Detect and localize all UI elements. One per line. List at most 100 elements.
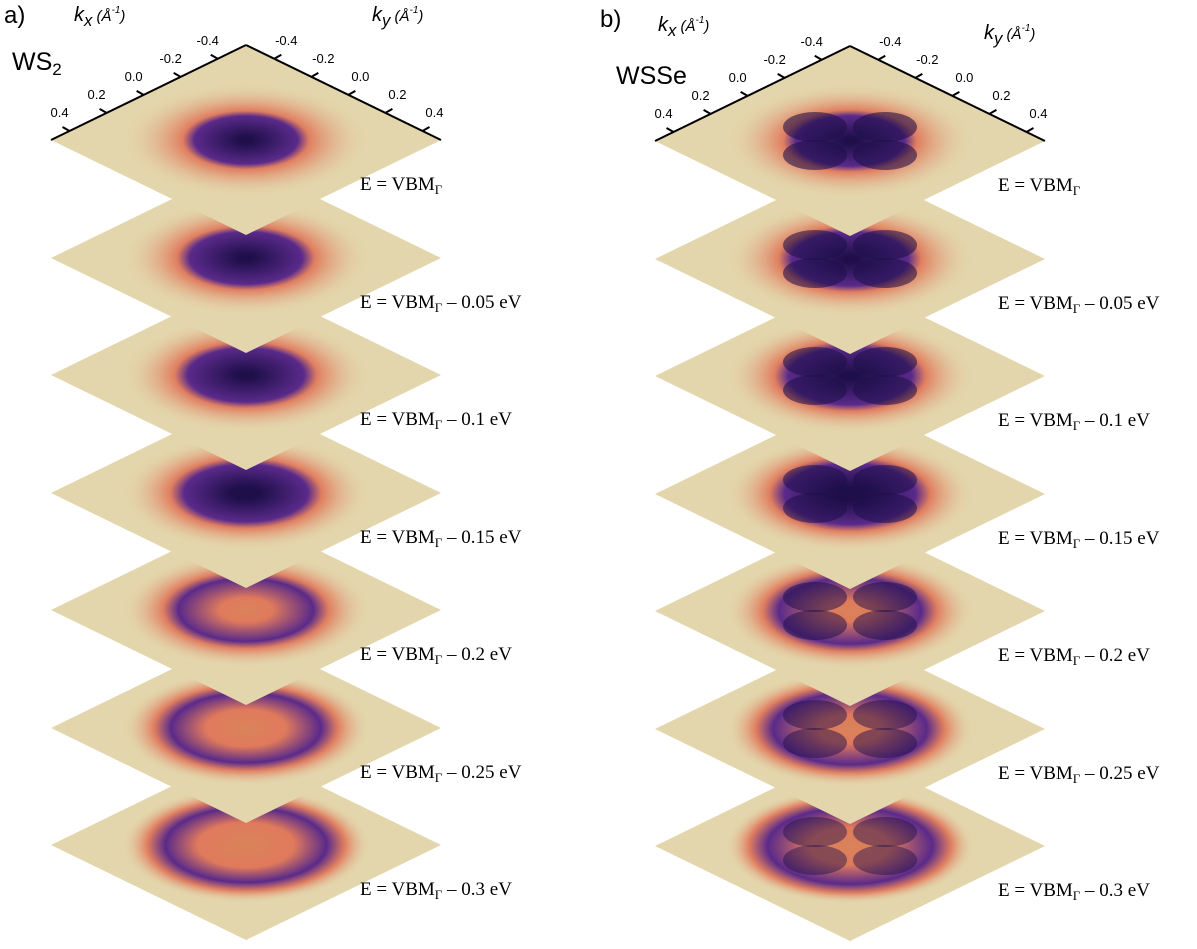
energy-label-prefix: E = VBM [998, 292, 1073, 314]
intensity-lobe [783, 610, 847, 640]
ky-tick-label: 0.4 [1029, 105, 1048, 121]
kx-tick-mark [777, 72, 786, 79]
energy-label-prefix: E = VBM [998, 762, 1073, 784]
kx-axis-label-unit: (Å-1) [92, 5, 126, 25]
energy-label-prefix: E = VBM [360, 291, 435, 313]
constant-energy-map-plane [51, 515, 441, 705]
ky-axis-line [245, 44, 442, 141]
ky-tick-mark [310, 71, 319, 78]
intensity-lobe [853, 817, 917, 847]
energy-label-subscript: Γ [1072, 300, 1081, 316]
intensity-distribution [725, 318, 975, 434]
kx-axis-label-unit: (Å-1) [676, 15, 710, 35]
kx-tick-label: -0.4 [800, 33, 823, 49]
energy-label: E = VBMΓ – 0.05 eV [998, 293, 1159, 317]
constant-energy-map-plane [51, 750, 441, 940]
intensity-lobe [783, 582, 847, 612]
intensity-lobe [853, 140, 917, 170]
energy-label-offset: – 0.05 eV [442, 291, 522, 313]
energy-label-offset: – 0.25 eV [1080, 762, 1160, 784]
energy-label: E = VBMΓ [360, 174, 442, 198]
ky-axis-label-symbol: k [984, 22, 994, 44]
ky-tick-label: -0.2 [312, 50, 335, 66]
intensity-distribution [121, 82, 371, 198]
intensity-lobe [783, 375, 847, 405]
intensity-lobe [783, 257, 847, 288]
kx-tick-label: -0.2 [763, 51, 786, 67]
kx-axis-line [50, 44, 247, 141]
intensity-lobe [853, 375, 917, 405]
ky-tick-mark [421, 126, 430, 132]
energy-label-prefix: E = VBM [998, 645, 1073, 666]
constant-energy-map-plane [655, 398, 1045, 589]
ky-tick-mark [384, 108, 393, 114]
energy-label-prefix: E = VBM [998, 527, 1073, 549]
energy-label-subscript: Γ [434, 299, 443, 315]
intensity-distribution [725, 83, 975, 199]
kx-tick-mark [740, 91, 749, 97]
energy-label: E = VBMΓ – 0.05 eV [360, 292, 521, 316]
intensity-distribution [725, 200, 975, 317]
kx-axis-label-unit-symbol: Å [685, 18, 696, 35]
intensity-distribution [121, 317, 371, 433]
kx-axis-label: kx (Å-1) [658, 14, 709, 41]
kx-tick-label: 0.4 [654, 105, 673, 121]
intensity-lobe [853, 582, 917, 612]
ky-axis-label: ky (Å-1) [372, 4, 423, 31]
kx-axis-label-subscript: x [668, 21, 677, 40]
ky-tick-mark [877, 54, 886, 61]
energy-label-subscript: Γ [434, 887, 443, 902]
intensity-lobe [783, 112, 847, 142]
energy-label-subscript: Γ [434, 652, 443, 667]
energy-label-subscript: Γ [1072, 183, 1081, 198]
kx-tick-label: 0.4 [50, 104, 69, 120]
panel-letter: b) [600, 6, 622, 33]
energy-label-subscript: Γ [434, 769, 443, 785]
intensity-lobe [783, 229, 847, 260]
intensity-distribution [121, 434, 371, 551]
kx-tick-mark [136, 90, 145, 96]
ky-tick-label: -0.4 [879, 33, 902, 49]
ky-axis-label-symbol: k [372, 4, 382, 26]
intensity-distribution [725, 788, 975, 904]
ky-tick-label: 0.2 [992, 87, 1011, 103]
intensity-lobe [853, 699, 917, 730]
kx-tick-label: 0.0 [728, 69, 747, 85]
energy-label-subscript: Γ [1072, 535, 1081, 551]
energy-label-offset: – 0.1 eV [442, 409, 512, 430]
energy-label-offset: – 0.15 eV [442, 526, 522, 548]
constant-energy-map-plane [655, 751, 1045, 941]
constant-energy-map-plane [51, 162, 441, 353]
kx-tick-mark [666, 127, 675, 133]
energy-label-subscript: Γ [434, 182, 443, 197]
energy-label-prefix: E = VBM [360, 761, 435, 783]
intensity-lobe [853, 112, 917, 142]
energy-label-prefix: E = VBM [360, 174, 435, 195]
ky-axis-label-subscript: y [994, 29, 1003, 48]
kx-tick-mark [173, 71, 182, 78]
intensity-distribution [121, 669, 371, 786]
energy-label-offset: – 0.1 eV [1080, 410, 1150, 431]
k-axes [50, 44, 442, 141]
energy-label-prefix: E = VBM [360, 644, 435, 665]
energy-label-subscript: Γ [434, 417, 443, 432]
energy-label: E = VBMΓ [998, 175, 1080, 199]
kx-axis-line [654, 45, 851, 142]
ky-tick-label: 0.4 [425, 104, 444, 120]
constant-energy-map-plane [655, 281, 1045, 471]
kx-tick-mark [62, 126, 71, 132]
kx-axis-label-subscript: x [84, 11, 93, 30]
kx-tick-mark [814, 54, 823, 61]
intensity-lobe [853, 845, 917, 875]
intensity-distribution [725, 435, 975, 552]
sample-name-subscript: 2 [52, 60, 62, 79]
intensity-lobe [783, 492, 847, 523]
panel-ws2: a) WS2 E = VBMΓ – 0.3 eV E = VBMΓ – 0.25 eV… [0, 0, 598, 949]
kx-tick-label: -0.2 [159, 50, 182, 66]
panel-wsse: b) WSSe E = VBMΓ – 0.3 eV E = VBMΓ – 0.25 e… [598, 0, 1196, 949]
energy-label-prefix: E = VBM [998, 880, 1073, 901]
energy-label: E = VBMΓ – 0.1 eV [360, 409, 512, 433]
intensity-lobe [853, 229, 917, 260]
energy-label-offset: – 0.15 eV [1080, 527, 1160, 549]
energy-label-prefix: E = VBM [360, 409, 435, 430]
